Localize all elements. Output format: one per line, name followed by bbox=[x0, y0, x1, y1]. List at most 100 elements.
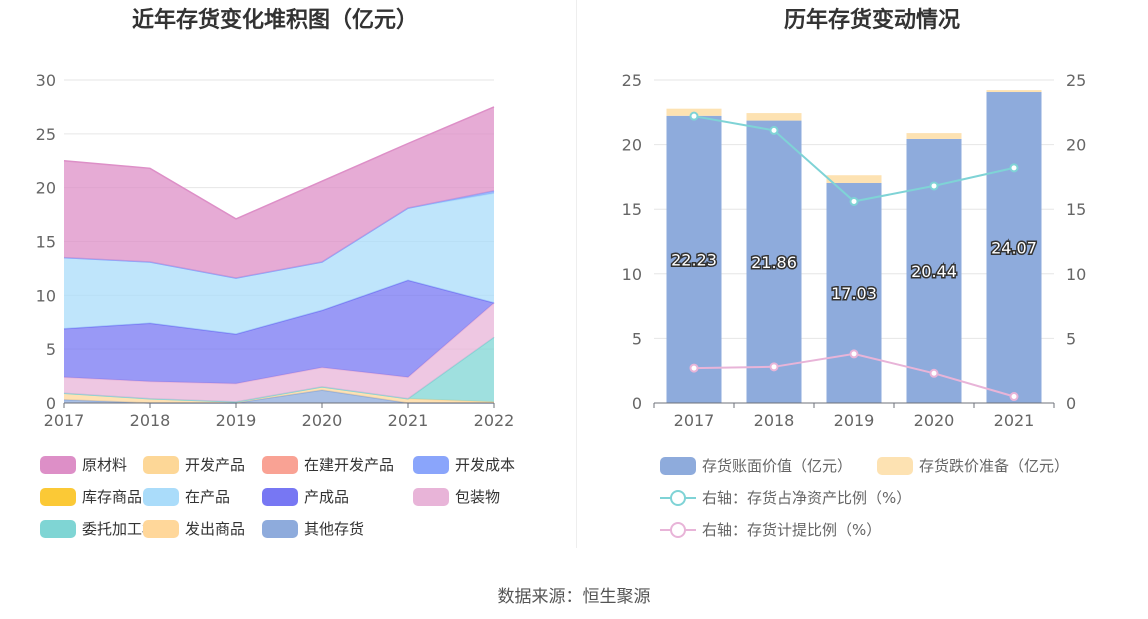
bar-data-label: 21.86 bbox=[751, 253, 797, 272]
x-tick-label: 2018 bbox=[754, 411, 795, 430]
bar-impairment-reserve bbox=[986, 90, 1042, 93]
legend-swatch bbox=[413, 455, 449, 474]
y2-tick-label: 10 bbox=[1066, 265, 1086, 284]
legend-swatch bbox=[660, 489, 696, 507]
bar-book-value bbox=[746, 120, 802, 404]
stacked-area-chart: 0 5 10 15 20 25 30 2017 2018 2019 2020 2021 2022 bbox=[36, 71, 515, 430]
y-tick-label: 15 bbox=[622, 200, 642, 219]
legend-swatch bbox=[40, 487, 76, 506]
x-tick-label: 2021 bbox=[994, 411, 1035, 430]
x-tick-label: 2019 bbox=[834, 411, 875, 430]
y-tick-label: 20 bbox=[622, 136, 642, 155]
legend-swatch bbox=[262, 455, 298, 474]
bar-data-label: 17.03 bbox=[831, 284, 877, 303]
legend-item[interactable]: 右轴：存货占净资产比例（%） bbox=[660, 487, 911, 508]
line-point bbox=[929, 368, 939, 378]
y-tick-label: 25 bbox=[622, 71, 642, 90]
area-series-0 bbox=[64, 106, 494, 279]
y-tick-label: 5 bbox=[46, 340, 56, 359]
legend-swatch bbox=[262, 519, 298, 538]
legend-label: 存货跌价准备（亿元） bbox=[919, 457, 1070, 475]
bar-impairment-reserve bbox=[906, 133, 962, 139]
area-series-5 bbox=[64, 193, 494, 335]
legend-item[interactable]: 开发产品 bbox=[143, 454, 245, 475]
legend-item[interactable]: 产成品 bbox=[262, 486, 349, 507]
line-point bbox=[1009, 392, 1019, 402]
legend-item[interactable]: 发出商品 bbox=[143, 518, 245, 539]
legend-label: 发出商品 bbox=[185, 520, 246, 538]
line-point bbox=[849, 196, 859, 206]
legend-label: 库存商品 bbox=[82, 488, 143, 506]
data-source-note: 数据来源：恒生聚源 bbox=[497, 587, 651, 607]
y2-tick-label: 5 bbox=[1066, 329, 1076, 348]
legend-item[interactable]: 库存商品 bbox=[40, 486, 142, 507]
legend-label: 开发产品 bbox=[185, 456, 246, 474]
panel-divider bbox=[576, 0, 577, 548]
y-tick-label: 5 bbox=[632, 329, 642, 348]
x-tick-label: 2020 bbox=[302, 411, 343, 430]
legend-label: 开发成本 bbox=[455, 456, 516, 474]
area-series-6 bbox=[64, 280, 494, 384]
x-tick-label: 2018 bbox=[130, 411, 171, 430]
bar-impairment-reserve bbox=[826, 175, 882, 183]
bar-line-chart: 0 5 10 15 20 25 0 5 10 15 20 25 22.23 21.86 17.03 20.44… bbox=[622, 71, 1087, 430]
legend-swatch bbox=[660, 521, 696, 539]
legend-item[interactable]: 在建开发产品 bbox=[262, 454, 394, 475]
legend-item[interactable]: 开发成本 bbox=[413, 454, 515, 475]
legend-label: 右轴：存货计提比例（%） bbox=[702, 521, 882, 539]
legend-label: 存货账面价值（亿元） bbox=[702, 457, 853, 475]
legend-swatch bbox=[143, 519, 179, 538]
legend-item[interactable]: 右轴：存货计提比例（%） bbox=[660, 519, 881, 540]
y-tick-label: 10 bbox=[622, 265, 642, 284]
line-point bbox=[849, 349, 859, 359]
bar-data-label: 20.44 bbox=[911, 262, 957, 281]
x-tick-label: 2019 bbox=[216, 411, 257, 430]
legend-label: 原材料 bbox=[82, 456, 128, 474]
bar-book-value bbox=[986, 92, 1042, 404]
bar-data-label: 22.23 bbox=[671, 250, 717, 269]
bar-book-value bbox=[666, 115, 722, 404]
legend-swatch bbox=[40, 455, 76, 474]
legend-label: 右轴：存货占净资产比例（%） bbox=[702, 489, 912, 507]
legend-swatch bbox=[877, 456, 913, 475]
x-tick-label: 2022 bbox=[474, 411, 515, 430]
y-tick-label: 15 bbox=[36, 233, 56, 252]
legend-item[interactable]: 原材料 bbox=[40, 454, 127, 475]
line-point bbox=[1009, 163, 1019, 173]
bar-impairment-reserve bbox=[746, 113, 802, 121]
y2-tick-label: 25 bbox=[1066, 71, 1086, 90]
legend-item[interactable]: 包装物 bbox=[413, 486, 500, 507]
legend-swatch bbox=[262, 487, 298, 506]
legend-swatch bbox=[660, 456, 696, 475]
legend-item[interactable]: 存货账面价值（亿元） bbox=[660, 455, 852, 476]
y2-tick-label: 0 bbox=[1066, 394, 1076, 413]
legend-swatch bbox=[143, 487, 179, 506]
legend-item[interactable]: 在产品 bbox=[143, 486, 230, 507]
legend-label: 产成品 bbox=[304, 488, 350, 506]
legend-label: 在产品 bbox=[185, 488, 231, 506]
y-tick-label: 30 bbox=[36, 71, 56, 90]
y-tick-label: 10 bbox=[36, 286, 56, 305]
bar-book-value bbox=[826, 182, 882, 403]
legend-swatch bbox=[40, 519, 76, 538]
line-point bbox=[689, 363, 699, 373]
y-tick-label: 20 bbox=[36, 179, 56, 198]
y2-tick-label: 20 bbox=[1066, 136, 1086, 155]
x-tick-label: 2017 bbox=[674, 411, 715, 430]
legend-swatch bbox=[413, 487, 449, 506]
left-chart-title: 近年存货变化堆积图（亿元） bbox=[131, 8, 418, 33]
legend-label: 包装物 bbox=[455, 488, 501, 506]
area-series-edge-0 bbox=[63, 106, 495, 220]
area-series-8 bbox=[64, 337, 494, 402]
legend-item[interactable]: 存货跌价准备（亿元） bbox=[877, 455, 1069, 476]
legend-swatch bbox=[143, 455, 179, 474]
y-tick-label: 0 bbox=[46, 394, 56, 413]
x-tick-label: 2017 bbox=[44, 411, 85, 430]
y-tick-label: 0 bbox=[632, 394, 642, 413]
legend-label: 其他存货 bbox=[304, 520, 365, 538]
bar-data-label: 24.07 bbox=[991, 239, 1037, 258]
line-point bbox=[929, 181, 939, 191]
x-tick-label: 2021 bbox=[388, 411, 429, 430]
y-tick-label: 25 bbox=[36, 125, 56, 144]
legend-item[interactable]: 其他存货 bbox=[262, 518, 364, 539]
